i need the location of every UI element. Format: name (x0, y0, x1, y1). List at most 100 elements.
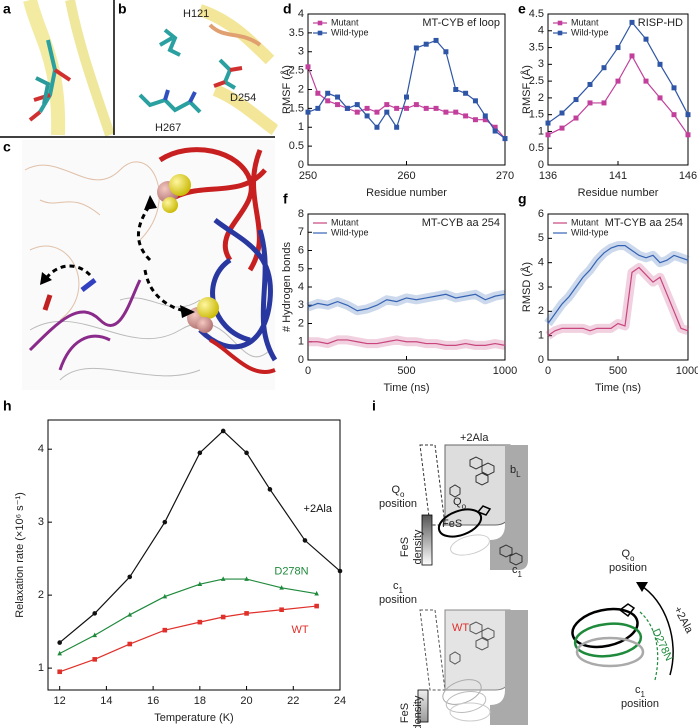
x-tick-label: 0 (545, 365, 551, 377)
label: FeSdensity (399, 529, 424, 564)
marker (335, 94, 341, 100)
marker (453, 109, 459, 115)
legend-label: Wild-type (571, 27, 609, 37)
label: FeS (442, 518, 462, 530)
marker (267, 487, 273, 492)
x-tick-label: 260 (397, 170, 415, 182)
y-tick-label: 8 (298, 208, 304, 220)
x-tick-label: 18 (194, 695, 206, 707)
marker (463, 113, 469, 119)
residue-label: H121 (183, 8, 209, 20)
marker (220, 614, 226, 620)
y-tick-label: 6 (538, 208, 544, 220)
x-tick-label: 146 (679, 170, 697, 182)
y-tick-label: 5 (538, 232, 544, 244)
marker (601, 65, 607, 71)
marker (302, 538, 308, 543)
marker (492, 128, 498, 134)
label-rest: position (609, 562, 647, 574)
marker (364, 113, 370, 119)
label-rest: position (621, 698, 659, 710)
label-line: density (412, 695, 424, 728)
series-label: D278N (274, 566, 308, 578)
marker (685, 112, 691, 118)
marker (559, 125, 565, 131)
label-line: density (412, 529, 424, 564)
y-tick-label: 4 (298, 281, 304, 293)
y-tick-label: 2 (298, 83, 304, 95)
label-sub: 1 (641, 690, 646, 699)
legend-label: Mutant (571, 217, 599, 227)
x-axis-label: Time (ns) (595, 382, 641, 394)
y-tick-label: 0 (298, 354, 304, 366)
x-tick-label: 12 (54, 695, 66, 707)
marker (482, 113, 488, 119)
marker (57, 640, 62, 645)
marker (502, 136, 508, 142)
y-tick-label: 2 (38, 589, 44, 601)
label: c1 (512, 564, 523, 579)
label-sub: 1 (518, 570, 523, 579)
y-tick-label: 3 (38, 516, 44, 528)
marker (315, 90, 321, 96)
residue-label: H267 (155, 122, 181, 134)
legend-label: Wild-type (571, 227, 609, 237)
marker (305, 109, 311, 115)
series-line (307, 39, 506, 140)
series-line (547, 245, 689, 324)
label-sub: 1 (399, 586, 404, 595)
y-tick-label: 1.5 (289, 102, 304, 114)
label-sub: L (516, 470, 521, 479)
marker (404, 105, 409, 111)
panel-label: i (372, 398, 376, 414)
label-rest: position (379, 594, 417, 606)
series-label: +2Ala (304, 503, 333, 515)
marker (244, 611, 249, 616)
marker (354, 109, 360, 115)
label-line: FeS (399, 537, 411, 557)
series-band (306, 289, 506, 316)
marker (615, 78, 621, 84)
legend-label: Mutant (331, 17, 359, 27)
label: Qo position (379, 484, 417, 510)
marker (344, 105, 350, 111)
panel-label: e (518, 1, 526, 17)
y-tick-label: 0.5 (289, 140, 304, 152)
x-tick-label: 500 (609, 365, 627, 377)
y-tick-label: 0 (538, 159, 544, 171)
label-line: FeS (399, 703, 411, 723)
y-axis-label: RMSF (Å) (520, 65, 533, 114)
residue-label: D254 (230, 92, 256, 104)
marker (671, 112, 677, 118)
annotation: MT-CYB aa 254 (605, 217, 683, 229)
panel-label: c (3, 139, 11, 155)
marker (162, 593, 168, 599)
series-band (308, 335, 506, 350)
y-tick-label: 0.5 (529, 142, 544, 154)
y-tick-label: 2 (538, 305, 544, 317)
annotation: RISP-HD (638, 17, 683, 29)
marker (423, 41, 429, 47)
marker (413, 45, 419, 51)
y-tick-label: 2.5 (289, 65, 304, 77)
panel-b-structure (138, 4, 279, 135)
label: +2Ala (460, 432, 489, 444)
label-main: b (510, 464, 516, 476)
series-line (59, 578, 317, 655)
annotation: MT-CYB aa 254 (422, 217, 500, 229)
series-line (59, 430, 341, 644)
y-tick-label: 5 (298, 263, 304, 275)
marker (394, 105, 400, 111)
y-tick-label: 3.5 (289, 27, 304, 39)
marker (573, 97, 579, 103)
x-tick-label: 16 (147, 695, 159, 707)
legend-label: Mutant (571, 17, 599, 27)
marker (545, 132, 551, 138)
marker (364, 105, 370, 111)
x-axis-label: Residue number (578, 187, 659, 199)
y-tick-label: 6 (298, 244, 304, 256)
y-tick-label: 4 (538, 257, 544, 269)
y-tick-label: 1 (298, 121, 304, 133)
panel-c-structure (22, 140, 278, 390)
